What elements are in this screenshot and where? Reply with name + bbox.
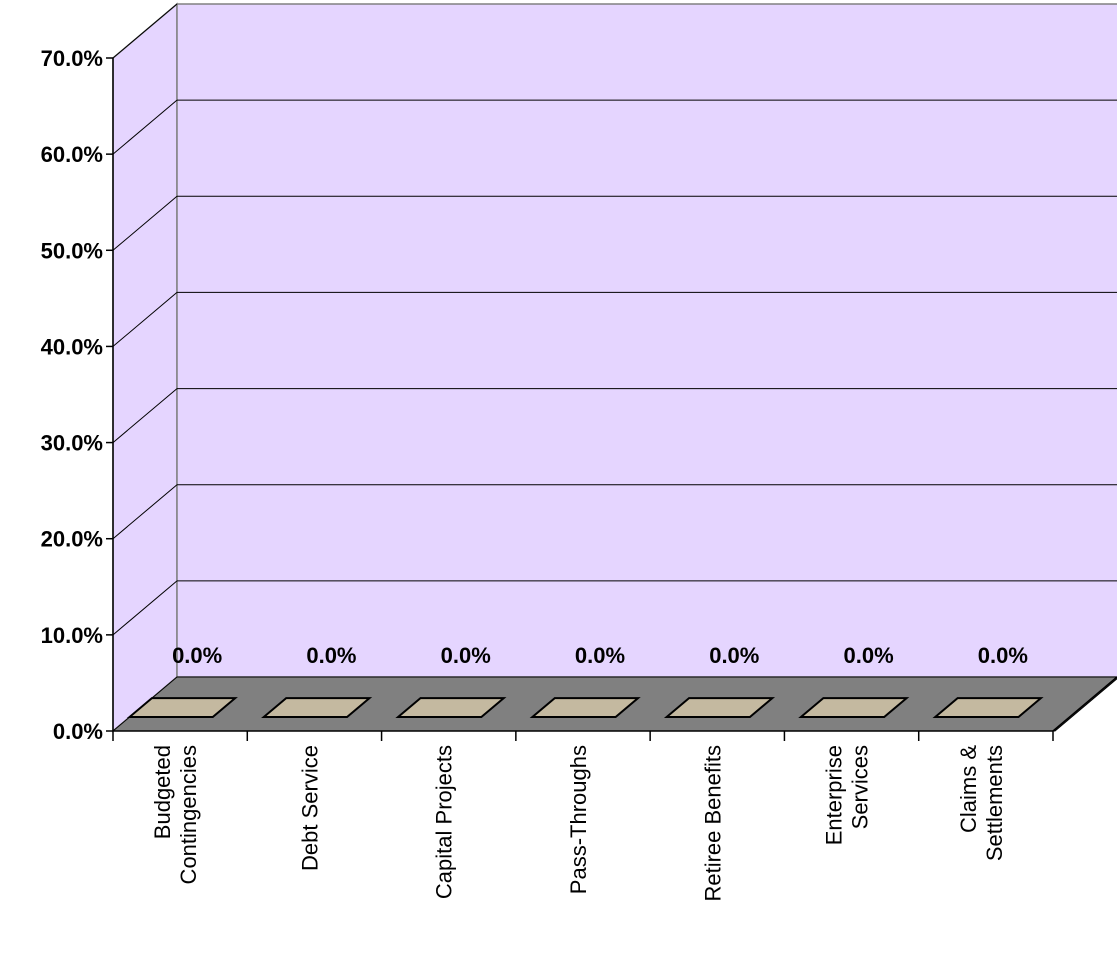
- y-tick-label: 70.0%: [41, 46, 103, 71]
- chart-left-wall: [112, 2, 178, 733]
- category-label-line: Budgeted: [150, 745, 175, 839]
- category-label-line: Capital Projects: [432, 745, 457, 899]
- category-label: Budgeted Contingencies: [150, 745, 201, 884]
- bar: [798, 697, 910, 718]
- category-label: Enterprise Services: [822, 745, 873, 845]
- y-tick-label: 40.0%: [41, 334, 103, 359]
- y-tick-label: 0.0%: [53, 719, 103, 744]
- bar: [261, 697, 373, 718]
- bar: [663, 697, 776, 718]
- category-label-line: Pass-Throughs: [566, 745, 591, 894]
- y-tick-label: 10.0%: [41, 623, 103, 648]
- gridlines: [112, 3, 1117, 636]
- gridline-diagonal: [112, 388, 178, 443]
- chart-back-wall: [176, 3, 1117, 678]
- bar: [932, 697, 1044, 718]
- gridline-diagonal: [112, 3, 178, 59]
- gridline-diagonal: [112, 195, 178, 251]
- category-label: Retiree Benefits: [700, 745, 725, 902]
- bar: [395, 697, 507, 718]
- data-label: 0.0%: [709, 643, 759, 668]
- y-tick-label: 30.0%: [41, 431, 103, 456]
- data-label: 0.0%: [172, 643, 222, 668]
- gridline-diagonal: [112, 484, 178, 540]
- data-label: 0.0%: [978, 643, 1028, 668]
- category-label-line: Contingencies: [176, 745, 201, 884]
- category-label: Capital Projects: [432, 745, 457, 899]
- category-label: Debt Service: [297, 745, 322, 871]
- category-label-line: Settlements: [982, 745, 1007, 861]
- category-label-line: Services: [848, 745, 873, 829]
- category-label-line: Retiree Benefits: [700, 745, 725, 902]
- data-label: 0.0%: [306, 643, 356, 668]
- y-tick-label: 60.0%: [41, 142, 103, 167]
- category-label-line: Enterprise: [822, 745, 847, 845]
- gridline-diagonal: [112, 292, 178, 347]
- data-labels: 0.0% 0.0% 0.0% 0.0% 0.0% 0.0% 0.0%: [172, 643, 1028, 668]
- bar: [126, 697, 238, 718]
- category-label-line: Claims &: [956, 745, 981, 833]
- y-tick-label: 50.0%: [41, 238, 103, 263]
- x-axis: [112, 676, 1117, 741]
- data-label: 0.0%: [441, 643, 491, 668]
- gridline-diagonal: [112, 580, 178, 636]
- gridline-diagonal: [112, 99, 178, 155]
- bar: [529, 697, 641, 718]
- data-label: 0.0%: [575, 643, 625, 668]
- category-labels: Budgeted Contingencies Debt Service Capital…: [150, 745, 1007, 902]
- category-label: Pass-Throughs: [566, 745, 591, 894]
- x-axis-depth-line: [1052, 676, 1117, 732]
- category-label-line: Debt Service: [297, 745, 322, 871]
- y-tick-label: 20.0%: [41, 527, 103, 552]
- bars: [126, 697, 1044, 718]
- category-label: Claims & Settlements: [956, 745, 1007, 861]
- data-label: 0.0%: [843, 643, 893, 668]
- y-axis: 0.0% 10.0% 20.0% 30.0% 40.0% 50.0% 60.0% 70.0%: [41, 46, 114, 744]
